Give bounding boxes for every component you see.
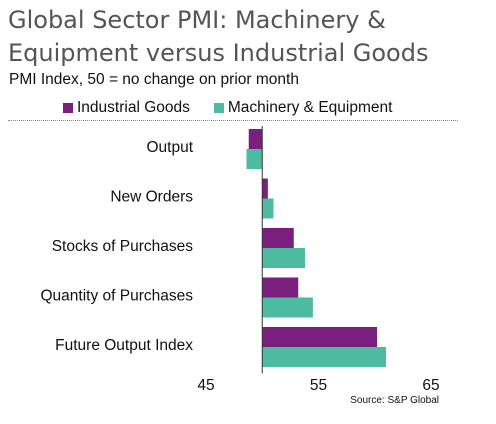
x-tick-label-65: 65 [422, 377, 439, 394]
legend-swatch-machinery-equipment [213, 103, 224, 113]
header-divider [8, 120, 458, 121]
bar-machinery-equipment-quantity-of-purchases [262, 297, 313, 318]
bar-machinery-equipment-stocks-of-purchases [262, 248, 305, 268]
bar-industrial-goods-output [248, 129, 263, 149]
x-tick-label-45: 45 [197, 377, 214, 394]
x-tick-label-55: 55 [310, 377, 327, 394]
category-label-future-output-index: Future Output Index [55, 337, 193, 354]
chart-title: Global Sector PMI: Machinery & Equipment… [8, 6, 429, 67]
chart-legend: Industrial Goods Machinery & Equipment [63, 99, 416, 117]
category-label-new-orders: New Orders [110, 189, 193, 206]
source-note: Source: S&P Global [350, 395, 439, 406]
category-label-output: Output [146, 139, 193, 156]
legend-item-industrial-goods: Industrial Goods [63, 99, 190, 117]
bar-industrial-goods-future-output-index [262, 327, 377, 347]
legend-swatch-industrial-goods [63, 103, 73, 113]
legend-item-machinery-equipment: Machinery & Equipment [213, 99, 393, 117]
bar-industrial-goods-quantity-of-purchases [262, 277, 299, 298]
bar-machinery-equipment-output [246, 149, 263, 169]
chart-subtitle: PMI Index, 50 = no change on prior month [9, 71, 299, 88]
bar-industrial-goods-stocks-of-purchases [262, 228, 294, 248]
bar-machinery-equipment-new-orders [262, 198, 274, 219]
bar-industrial-goods-new-orders [262, 178, 268, 199]
category-label-quantity-of-purchases: Quantity of Purchases [41, 288, 194, 305]
bar-machinery-equipment-future-output-index [262, 347, 386, 367]
legend-label-machinery-equipment: Machinery & Equipment [227, 99, 393, 116]
legend-label-industrial-goods: Industrial Goods [77, 99, 190, 116]
category-label-stocks-of-purchases: Stocks of Purchases [52, 238, 194, 255]
